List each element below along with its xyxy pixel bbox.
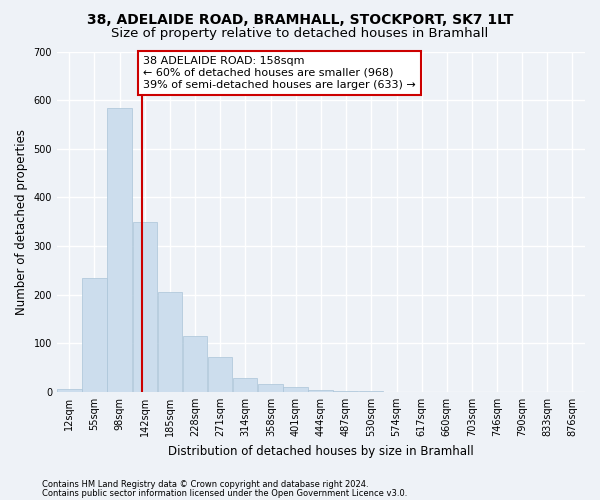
Bar — [158, 292, 182, 392]
X-axis label: Distribution of detached houses by size in Bramhall: Distribution of detached houses by size … — [168, 444, 474, 458]
Bar — [107, 108, 132, 392]
Text: Size of property relative to detached houses in Bramhall: Size of property relative to detached ho… — [112, 28, 488, 40]
Bar — [283, 387, 308, 392]
Bar — [182, 336, 208, 392]
Text: 38 ADELAIDE ROAD: 158sqm
← 60% of detached houses are smaller (968)
39% of semi-: 38 ADELAIDE ROAD: 158sqm ← 60% of detach… — [143, 56, 416, 90]
Text: 38, ADELAIDE ROAD, BRAMHALL, STOCKPORT, SK7 1LT: 38, ADELAIDE ROAD, BRAMHALL, STOCKPORT, … — [87, 12, 513, 26]
Bar — [259, 384, 283, 392]
Text: Contains public sector information licensed under the Open Government Licence v3: Contains public sector information licen… — [42, 488, 407, 498]
Bar — [334, 391, 358, 392]
Bar — [208, 357, 232, 392]
Text: Contains HM Land Registry data © Crown copyright and database right 2024.: Contains HM Land Registry data © Crown c… — [42, 480, 368, 489]
Bar — [308, 390, 333, 392]
Bar — [57, 390, 82, 392]
Bar — [233, 378, 257, 392]
Y-axis label: Number of detached properties: Number of detached properties — [15, 128, 28, 314]
Bar — [82, 278, 107, 392]
Bar — [133, 222, 157, 392]
